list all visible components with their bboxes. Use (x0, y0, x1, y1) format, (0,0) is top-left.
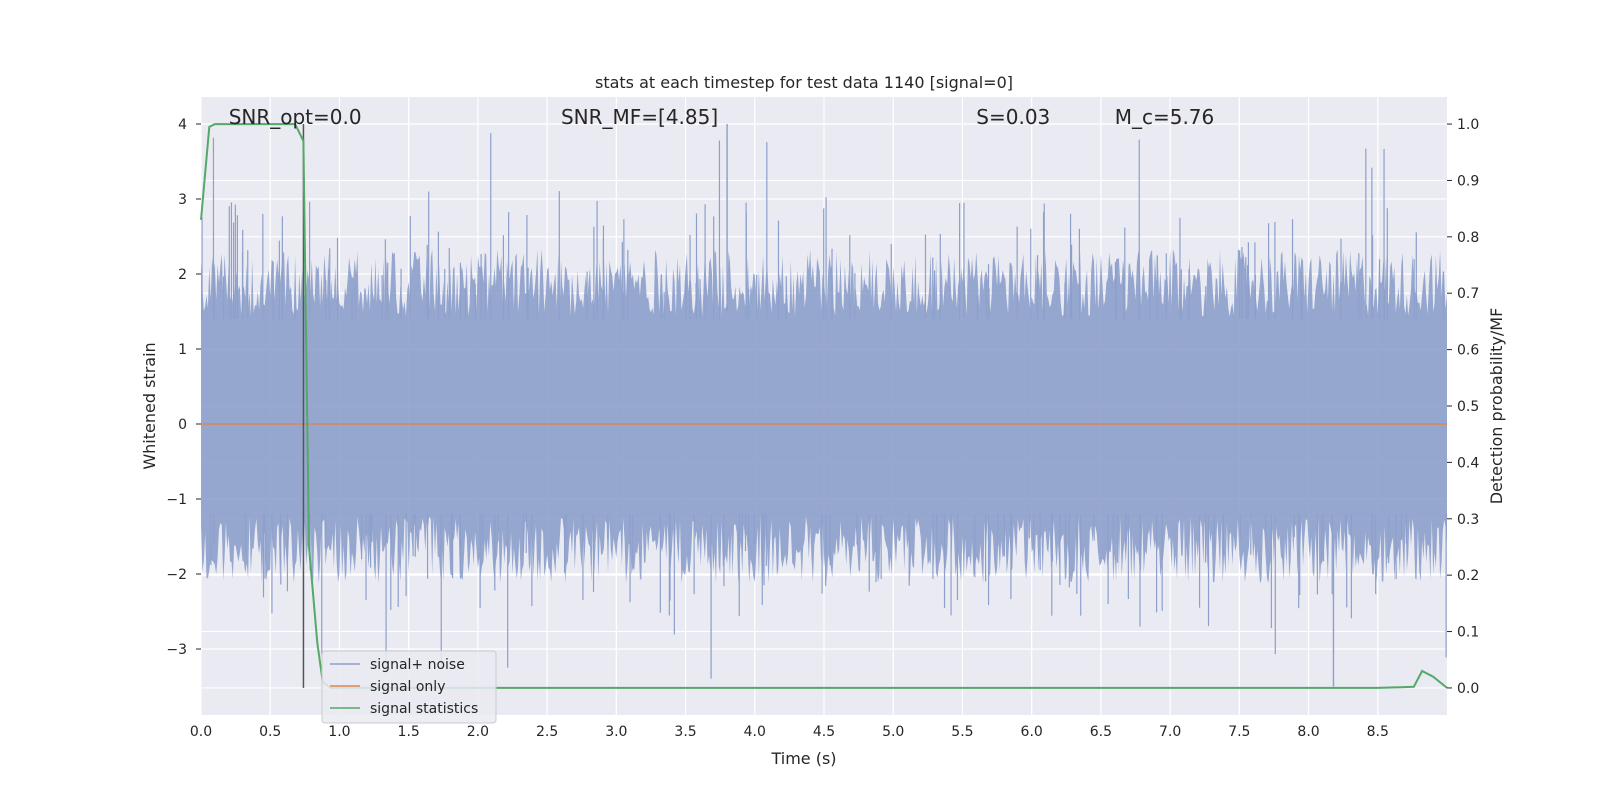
y2-tick-label: 0.8 (1457, 230, 1479, 246)
y-tick-label: 1 (178, 342, 187, 358)
y2-tick-label: 0.1 (1457, 625, 1479, 641)
x-tick-label: 1.0 (328, 724, 350, 740)
x-tick-label: 3.0 (605, 724, 627, 740)
y2-tick-label: 0.9 (1457, 173, 1479, 189)
legend-label-signal-noise: signal+ noise (370, 657, 465, 673)
chart-title: stats at each timestep for test data 114… (595, 73, 1013, 92)
y2-tick-label: 0.3 (1457, 512, 1479, 528)
y-tick-label: −2 (166, 567, 187, 583)
x-tick-label: 8.0 (1297, 724, 1319, 740)
x-tick-label: 5.0 (882, 724, 904, 740)
y-tick-label: −1 (166, 492, 187, 508)
y2-tick-label: 0.7 (1457, 286, 1479, 302)
y2-axis-ticks: 0.0 0.1 0.2 0.3 0.4 0.5 0.6 0.7 0.8 0.9 1.0 (1447, 117, 1479, 697)
legend: signal+ noise signal only signal statist… (321, 650, 497, 724)
y2-tick-label: 0.6 (1457, 343, 1479, 359)
x-tick-label: 1.5 (398, 724, 420, 740)
y2-tick-label: 0.5 (1457, 399, 1479, 415)
y-tick-label: 4 (178, 117, 187, 133)
x-axis-label: Time (s) (770, 749, 836, 768)
y2-axis-label: Detection probability/MF (1487, 308, 1506, 505)
x-tick-label: 2.5 (536, 724, 558, 740)
x-tick-label: 6.0 (1021, 724, 1043, 740)
y-tick-label: 0 (178, 417, 187, 433)
y-axis-ticks: −3 −2 −1 0 1 2 3 4 (166, 117, 201, 658)
x-tick-label: 4.5 (813, 724, 835, 740)
annotation-snr-mf: SNR_MF=[4.85] (561, 105, 718, 129)
x-tick-label: 7.0 (1159, 724, 1181, 740)
legend-box (321, 650, 497, 724)
series-signal-noise (201, 124, 1447, 687)
x-tick-label: 6.5 (1090, 724, 1112, 740)
y-tick-label: 2 (178, 267, 187, 283)
y2-tick-label: 0.0 (1457, 681, 1479, 697)
annotation-s-value: S=0.03 (976, 105, 1050, 129)
x-tick-label: 5.5 (951, 724, 973, 740)
y-tick-label: −3 (166, 642, 187, 658)
legend-label-signal-statistics: signal statistics (370, 701, 478, 717)
x-tick-label: 7.5 (1228, 724, 1250, 740)
y2-tick-label: 0.2 (1457, 568, 1479, 584)
x-tick-label: 8.5 (1367, 724, 1389, 740)
x-tick-label: 0.0 (190, 724, 212, 740)
y-tick-label: 3 (178, 192, 187, 208)
legend-label-signal-only: signal only (370, 679, 445, 695)
x-tick-label: 2.0 (467, 724, 489, 740)
x-tick-label: 3.5 (674, 724, 696, 740)
y-axis-label: Whitened strain (140, 342, 159, 469)
annotation-snr-opt: SNR_opt=0.0 (229, 105, 362, 129)
series-signal-noise-band (201, 249, 1447, 584)
y2-tick-label: 1.0 (1457, 117, 1479, 133)
x-axis-ticks: 0.0 0.5 1.0 1.5 2.0 2.5 3.0 3.5 4.0 4.5 5.0 5.5 6.0 6… (190, 724, 1389, 740)
y2-tick-label: 0.4 (1457, 455, 1479, 471)
x-tick-label: 0.5 (259, 724, 281, 740)
annotation-mc-value: M_c=5.76 (1115, 105, 1215, 129)
annotations: SNR_opt=0.0 SNR_MF=[4.85] S=0.03 M_c=5.76 (229, 105, 1215, 129)
x-tick-label: 4.0 (744, 724, 766, 740)
